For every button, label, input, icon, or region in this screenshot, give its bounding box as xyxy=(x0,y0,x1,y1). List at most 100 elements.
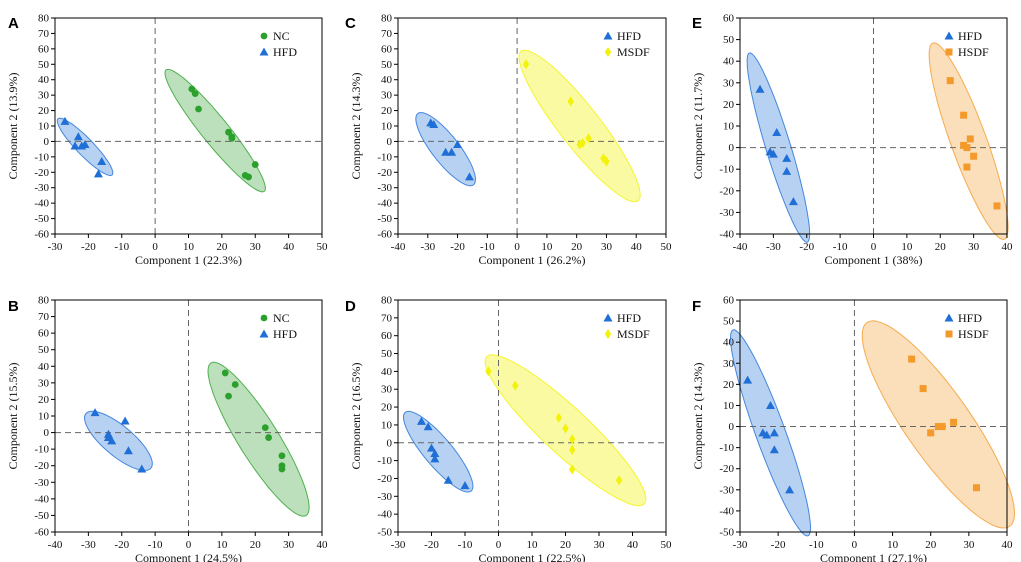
x-tick-label: -20 xyxy=(450,241,465,253)
x-tick-label: -10 xyxy=(833,241,848,253)
x-tick-label: 10 xyxy=(527,539,539,551)
panel-letter: D xyxy=(345,298,356,315)
data-point-hsdf xyxy=(972,484,980,492)
x-tick-label: -20 xyxy=(799,241,814,253)
data-point-msdf xyxy=(485,366,492,377)
y-tick-label: -60 xyxy=(34,229,49,241)
y-tick-label: -10 xyxy=(34,444,49,456)
data-point-hfd xyxy=(137,464,147,473)
x-tick-label: 30 xyxy=(283,539,295,551)
confidence-ellipse-msdf xyxy=(518,49,641,203)
y-tick-label: 70 xyxy=(381,312,393,324)
y-tick-label: 30 xyxy=(381,90,393,102)
x-tick-label: -10 xyxy=(480,241,495,253)
x-tick-label: 20 xyxy=(216,241,228,253)
data-point-hsdf xyxy=(963,144,971,152)
y-tick-label: 20 xyxy=(723,379,735,391)
x-tick-label: 0 xyxy=(186,539,192,551)
data-point-hsdf xyxy=(960,111,968,119)
y-tick-label: -10 xyxy=(34,151,49,163)
y-tick-label: -30 xyxy=(719,484,734,496)
x-tick-label: 30 xyxy=(968,241,980,253)
x-tick-label: 0 xyxy=(514,241,520,253)
y-tick-label: 30 xyxy=(38,90,50,102)
y-tick-label: 60 xyxy=(723,295,735,307)
legend-marker-hfd xyxy=(944,313,954,322)
x-tick-label: 40 xyxy=(627,539,639,551)
y-tick-label: 0 xyxy=(729,142,735,154)
x-tick-label: 20 xyxy=(250,539,262,551)
y-tick-label: 50 xyxy=(38,59,50,71)
data-point-hsdf xyxy=(970,152,978,160)
panel-f: F -30 -20 -10 0 10 20 30 40 -50 -40 -30 -20 -10 0 10 20 3… xyxy=(691,295,1016,562)
y-tick-label: 30 xyxy=(381,384,393,396)
y-tick-label: 10 xyxy=(723,400,735,412)
data-point-msdf xyxy=(522,59,530,70)
y-tick-label: 60 xyxy=(38,328,50,340)
legend-label-msdf: MSDF xyxy=(617,327,650,341)
y-tick-label: -40 xyxy=(719,229,734,241)
y-tick-label: 80 xyxy=(38,13,50,25)
y-tick-label: 20 xyxy=(381,402,393,414)
panel-letter: E xyxy=(692,15,702,32)
y-tick-label: 0 xyxy=(44,427,50,439)
legend-marker-hfd xyxy=(259,329,269,338)
y-tick-label: 10 xyxy=(38,411,50,423)
data-point-hfd xyxy=(423,422,433,431)
y-tick-label: 20 xyxy=(38,394,50,406)
data-point-nc xyxy=(228,134,236,142)
y-tick-label: 20 xyxy=(38,105,50,117)
y-tick-label: 30 xyxy=(38,377,50,389)
legend-marker-hfd xyxy=(944,31,954,40)
data-point-hfd xyxy=(430,454,440,463)
data-point-msdf xyxy=(569,444,576,455)
x-tick-label: 0 xyxy=(871,241,877,253)
x-tick-label: -30 xyxy=(733,539,748,551)
y-tick-label: 40 xyxy=(723,337,735,349)
data-point-hfd xyxy=(782,166,792,175)
x-tick-label: 40 xyxy=(1002,539,1014,551)
x-tick-label: -10 xyxy=(148,539,163,551)
y-tick-label: -20 xyxy=(719,463,734,475)
y-tick-label: 70 xyxy=(381,28,393,40)
y-tick-label: -40 xyxy=(34,198,49,210)
data-point-hsdf xyxy=(919,385,927,393)
y-tick-label: 50 xyxy=(38,344,50,356)
data-point-hfd xyxy=(743,375,753,384)
data-point-hsdf xyxy=(963,163,971,171)
x-tick-label: -20 xyxy=(771,539,786,551)
confidence-ellipse-hfd xyxy=(746,52,811,243)
x-tick-label: -40 xyxy=(391,241,406,253)
legend-marker-nc xyxy=(260,314,268,322)
data-point-msdf xyxy=(555,412,562,423)
y-tick-label: 60 xyxy=(723,13,735,25)
data-point-hfd xyxy=(768,149,778,158)
y-tick-label: 20 xyxy=(723,99,735,111)
y-tick-label: 50 xyxy=(381,59,393,71)
legend-marker-hfd xyxy=(603,31,613,40)
x-tick-label: 40 xyxy=(631,241,643,253)
x-tick-label: 10 xyxy=(901,241,913,253)
x-tick-label: 50 xyxy=(317,241,329,253)
x-tick-label: 0 xyxy=(496,539,502,551)
y-tick-label: -20 xyxy=(34,460,49,472)
x-tick-label: 10 xyxy=(216,539,228,551)
x-tick-label: -20 xyxy=(114,539,129,551)
y-tick-label: -50 xyxy=(34,213,49,225)
y-tick-label: -10 xyxy=(377,151,392,163)
data-point-hfd xyxy=(107,436,117,445)
data-point-hfd xyxy=(90,408,100,417)
y-tick-label: 0 xyxy=(44,136,50,148)
x-axis-label: Component 1 (22.5%) xyxy=(479,551,586,562)
data-point-nc xyxy=(278,465,286,473)
y-tick-label: 20 xyxy=(381,105,393,117)
y-tick-label: 60 xyxy=(381,330,393,342)
data-point-msdf xyxy=(512,380,519,391)
x-tick-label: 30 xyxy=(594,539,606,551)
y-tick-label: -20 xyxy=(377,473,392,485)
data-point-hfd xyxy=(464,172,474,181)
legend-marker-msdf xyxy=(604,329,612,339)
x-tick-label: 50 xyxy=(661,539,673,551)
data-point-nc xyxy=(231,381,239,388)
